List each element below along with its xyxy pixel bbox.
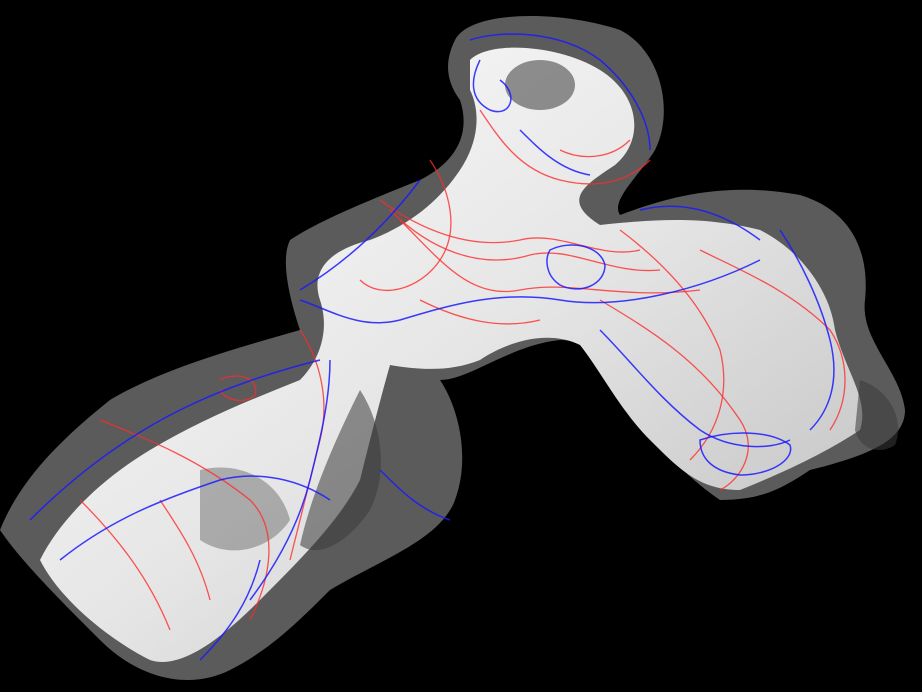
red-streamlines [79, 109, 846, 631]
inner-solid [40, 47, 863, 662]
shadow-patches [200, 60, 899, 551]
blue-streamlines [29, 33, 835, 661]
